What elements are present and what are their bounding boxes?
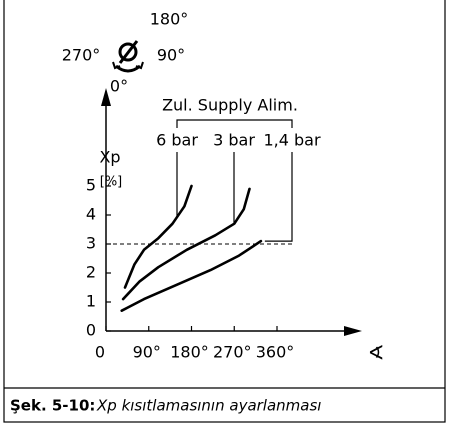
x-arrow [344, 326, 362, 336]
caption: Şek. 5-10: Xp kısıtlamasının ayarlanması [10, 397, 321, 415]
group-label: Zul. Supply Alim. [162, 96, 298, 115]
y-unit: [%] [100, 175, 123, 190]
x-tick-label: 180° [170, 343, 209, 362]
dial-right: 90° [157, 46, 185, 65]
series-label: 6 bar [156, 131, 198, 150]
dial-left: 270° [62, 46, 101, 65]
y-label: Xp [99, 148, 120, 167]
dial-top: 180° [150, 10, 189, 29]
x-tick-label: 90° [133, 343, 161, 362]
frame [3, 0, 446, 423]
curve [120, 239, 263, 312]
curve [123, 184, 193, 289]
caption-label: Şek. 5-10: [10, 397, 95, 415]
x-label: ∢ [368, 341, 385, 365]
y-arrow [101, 88, 111, 106]
leader-line [264, 152, 293, 242]
y-tick-label: 5 [86, 176, 96, 195]
y-tick-label: 3 [86, 234, 96, 253]
curve [121, 187, 251, 301]
series-label: 1,4 bar [263, 131, 320, 150]
x-tick-label: 0 [95, 343, 105, 362]
series-label: 3 bar [213, 131, 255, 150]
bracket [176, 119, 293, 128]
caption-text: Xp kısıtlamasının ayarlanması [96, 397, 321, 415]
y-tick-label: 0 [86, 321, 96, 340]
dial-bottom: 0° [110, 77, 128, 96]
dial-symbol [112, 40, 144, 73]
y-tick-label: 2 [86, 263, 96, 282]
y-tick-label: 1 [86, 292, 96, 311]
y-tick-label: 4 [86, 205, 96, 224]
x-tick-label: 270° [213, 343, 252, 362]
x-tick-label: 360° [256, 343, 295, 362]
